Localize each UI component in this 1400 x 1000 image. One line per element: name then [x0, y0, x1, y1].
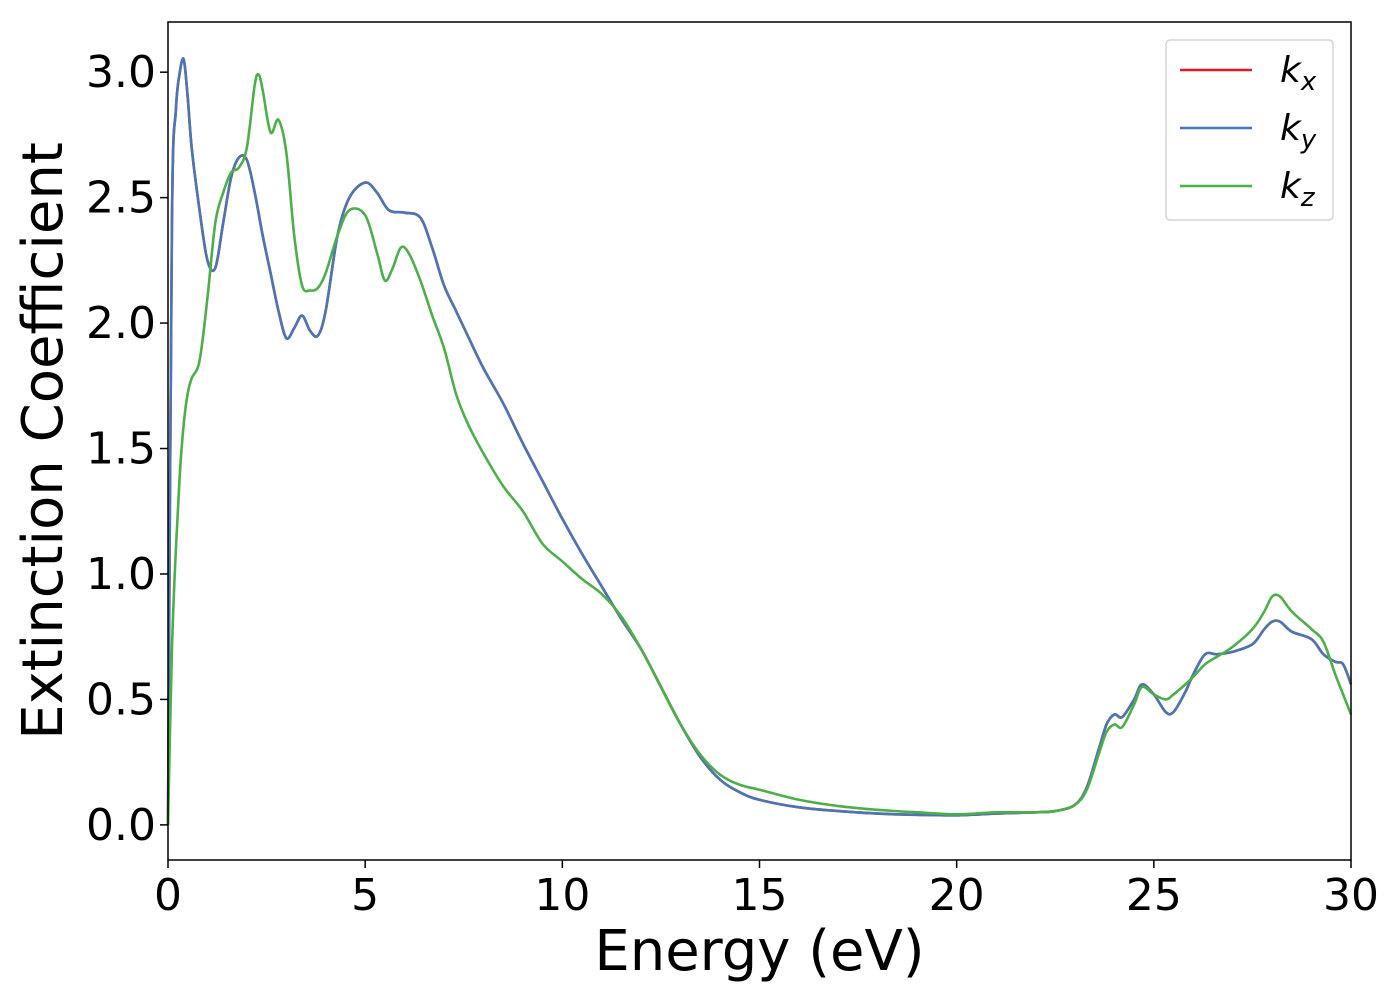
legend-label-x: kx	[1280, 50, 1317, 97]
x-axis-ticks: 0 5 10 15 20 25 30	[154, 860, 1379, 921]
legend-label-subscript: y	[1300, 125, 1317, 155]
legend-box	[1165, 39, 1334, 221]
y-tick-label: 2.5	[86, 173, 156, 224]
y-axis-title: Extinction Coefficient	[11, 142, 76, 740]
y-tick-label: 1.0	[86, 549, 156, 600]
x-tick-label: 15	[732, 870, 788, 921]
x-tick-label: 5	[351, 870, 379, 921]
x-tick-label: 30	[1323, 870, 1379, 921]
x-tick-label: 20	[929, 870, 985, 921]
y-tick-label: 0.5	[86, 674, 156, 725]
y-tick-label: 2.0	[86, 298, 156, 349]
legend-label-main: k	[1280, 166, 1303, 207]
x-tick-label: 0	[154, 870, 182, 921]
legend-label-main: k	[1280, 108, 1303, 149]
y-axis-ticks: 0.0 0.5 1.0 1.5 2.0 2.5 3.0	[86, 47, 168, 851]
x-axis-title: Energy (eV)	[594, 919, 924, 984]
legend-label-subscript: z	[1300, 183, 1316, 213]
y-tick-label: 3.0	[86, 47, 156, 98]
series-line-y	[166, 57, 1353, 825]
series-line-z	[166, 72, 1353, 825]
x-tick-label: 25	[1126, 870, 1182, 921]
series-layer	[166, 57, 1353, 825]
legend-label-z: kz	[1280, 166, 1316, 213]
y-tick-label: 1.5	[86, 424, 156, 475]
y-tick-label: 0.0	[86, 800, 156, 851]
legend-label-main: k	[1280, 50, 1303, 91]
legend-label-subscript: x	[1300, 67, 1317, 97]
legend-label-y: ky	[1280, 108, 1317, 155]
x-tick-label: 10	[534, 870, 590, 921]
